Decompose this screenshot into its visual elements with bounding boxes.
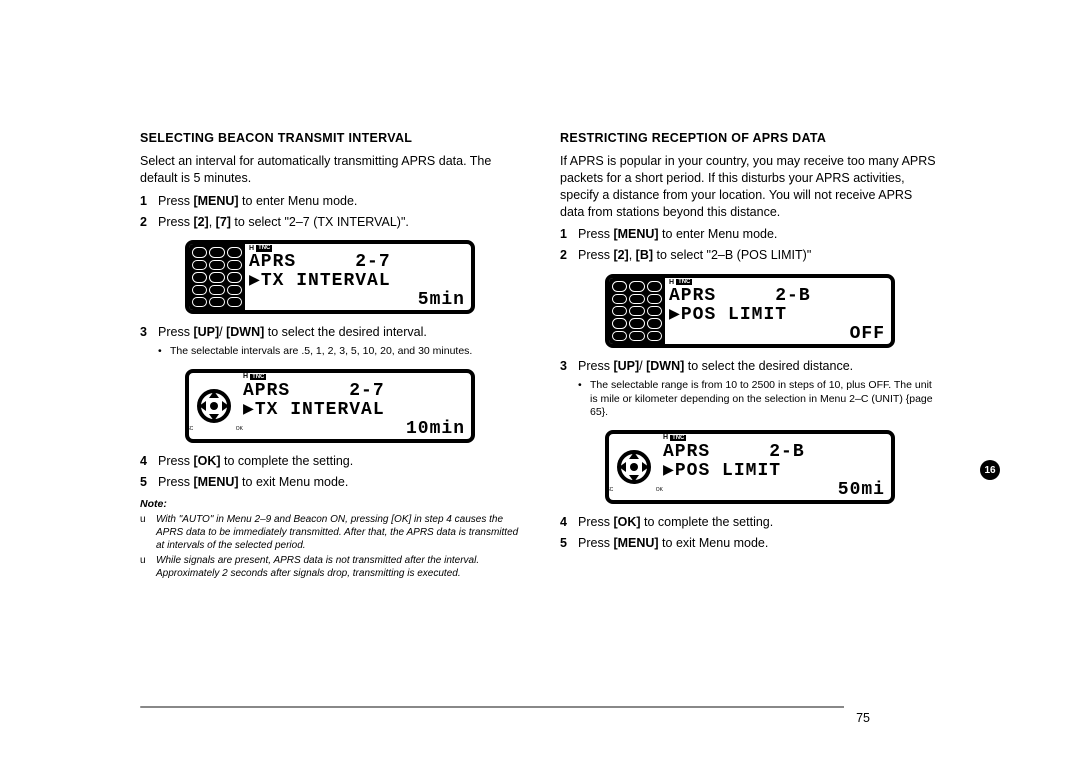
step-number: 1 <box>560 226 578 243</box>
step-text: Press [MENU] to exit Menu mode. <box>578 535 940 552</box>
left-step-5: 5 Press [MENU] to exit Menu mode. <box>140 474 520 491</box>
joypad-icon: ESC OK <box>189 373 239 439</box>
lcd-indicator: HTNC <box>249 245 465 252</box>
page-number: 75 <box>856 711 870 725</box>
left-lcd-2: ESC OK HTNC APRS 2-7 ▶TX INTERVAL 10min <box>185 369 475 443</box>
step-number: 3 <box>560 358 578 375</box>
left-note-2: u While signals are present, APRS data i… <box>140 554 520 580</box>
right-step-1: 1 Press [MENU] to enter Menu mode. <box>560 226 940 243</box>
bullet-icon: • <box>578 379 590 420</box>
lcd-line-1: APRS 2-B <box>669 287 885 306</box>
left-note-1: u With "AUTO" in Menu 2–9 and Beacon ON,… <box>140 513 520 552</box>
lcd-screen: HTNC APRS 2-7 ▶TX INTERVAL 10min <box>239 373 471 439</box>
right-lcd-2: ESC OK HTNC APRS 2-B ▶POS LIMIT 50mi <box>605 430 895 504</box>
note-header: Note: <box>140 497 520 511</box>
step-text: Press [2], [7] to select "2–7 (TX INTERV… <box>158 214 520 231</box>
step-text: Press [MENU] to enter Menu mode. <box>578 226 940 243</box>
bullet-text: The selectable range is from 10 to 2500 … <box>590 379 940 420</box>
lcd-indicator: HTNC <box>243 373 465 380</box>
right-step-3: 3 Press [UP]/ [DWN] to select the desire… <box>560 358 940 375</box>
left-bullet-1: • The selectable intervals are .5, 1, 2,… <box>158 345 520 359</box>
left-step-4: 4 Press [OK] to complete the setting. <box>140 453 520 470</box>
lcd-arrows-icon <box>189 240 471 242</box>
lcd-line-3: OFF <box>669 325 885 344</box>
step-text: Press [OK] to complete the setting. <box>578 514 940 531</box>
step-number: 4 <box>140 453 158 470</box>
step-number: 5 <box>140 474 158 491</box>
step-number: 3 <box>140 324 158 341</box>
lcd-line-3: 5min <box>249 291 465 310</box>
right-bullet-1: • The selectable range is from 10 to 250… <box>578 379 940 420</box>
right-column: RESTRICTING RECEPTION OF APRS DATA If AP… <box>560 130 940 580</box>
step-text: Press [MENU] to enter Menu mode. <box>158 193 520 210</box>
step-number: 1 <box>140 193 158 210</box>
step-number: 2 <box>560 247 578 264</box>
left-lcd-1: HTNC APRS 2-7 ▶TX INTERVAL 5min <box>185 240 475 314</box>
lcd-screen: HTNC APRS 2-B ▶POS LIMIT OFF <box>665 278 891 344</box>
lcd-line-1: APRS 2-7 <box>249 253 465 272</box>
step-text: Press [2], [B] to select "2–B (POS LIMIT… <box>578 247 940 264</box>
step-text: Press [OK] to complete the setting. <box>158 453 520 470</box>
right-intro: If APRS is popular in your country, you … <box>560 153 940 221</box>
keypad-icon <box>189 244 245 310</box>
note-text: With "AUTO" in Menu 2–9 and Beacon ON, p… <box>156 513 520 552</box>
left-step-3: 3 Press [UP]/ [DWN] to select the desire… <box>140 324 520 341</box>
left-intro: Select an interval for automatically tra… <box>140 153 520 187</box>
right-step-2: 2 Press [2], [B] to select "2–B (POS LIM… <box>560 247 940 264</box>
lcd-line-3: 50mi <box>663 481 885 500</box>
section-badge: 16 <box>980 460 1000 480</box>
lcd-indicator: HTNC <box>663 434 885 441</box>
keypad-icon <box>609 278 665 344</box>
left-step-1: 1 Press [MENU] to enter Menu mode. <box>140 193 520 210</box>
lcd-screen: HTNC APRS 2-7 ▶TX INTERVAL 5min <box>245 244 471 310</box>
lcd-line-1: APRS 2-B <box>663 443 885 462</box>
step-text: Press [UP]/ [DWN] to select the desired … <box>158 324 520 341</box>
left-title: SELECTING BEACON TRANSMIT INTERVAL <box>140 130 520 147</box>
step-number: 4 <box>560 514 578 531</box>
right-title: RESTRICTING RECEPTION OF APRS DATA <box>560 130 940 147</box>
lcd-line-2: ▶POS LIMIT <box>669 306 885 325</box>
lcd-line-2: ▶TX INTERVAL <box>249 272 465 291</box>
lcd-line-1: APRS 2-7 <box>243 382 465 401</box>
note-text: While signals are present, APRS data is … <box>156 554 520 580</box>
step-number: 5 <box>560 535 578 552</box>
left-column: SELECTING BEACON TRANSMIT INTERVAL Selec… <box>140 130 520 580</box>
lcd-line-2: ▶POS LIMIT <box>663 462 885 481</box>
lcd-line-2: ▶TX INTERVAL <box>243 401 465 420</box>
joypad-icon: ESC OK <box>609 434 659 500</box>
lcd-arrows-icon <box>609 274 891 276</box>
right-step-4: 4 Press [OK] to complete the setting. <box>560 514 940 531</box>
manual-page: SELECTING BEACON TRANSMIT INTERVAL Selec… <box>0 0 1080 580</box>
note-mark: u <box>140 513 156 552</box>
footer-rule <box>140 706 940 708</box>
lcd-screen: HTNC APRS 2-B ▶POS LIMIT 50mi <box>659 434 891 500</box>
left-step-2: 2 Press [2], [7] to select "2–7 (TX INTE… <box>140 214 520 231</box>
bullet-text: The selectable intervals are .5, 1, 2, 3… <box>170 345 472 359</box>
note-mark: u <box>140 554 156 580</box>
lcd-indicator: HTNC <box>669 279 885 286</box>
right-step-5: 5 Press [MENU] to exit Menu mode. <box>560 535 940 552</box>
right-lcd-1: HTNC APRS 2-B ▶POS LIMIT OFF <box>605 274 895 348</box>
step-text: Press [UP]/ [DWN] to select the desired … <box>578 358 940 375</box>
lcd-line-3: 10min <box>243 420 465 439</box>
bullet-icon: • <box>158 345 170 359</box>
step-number: 2 <box>140 214 158 231</box>
step-text: Press [MENU] to exit Menu mode. <box>158 474 520 491</box>
